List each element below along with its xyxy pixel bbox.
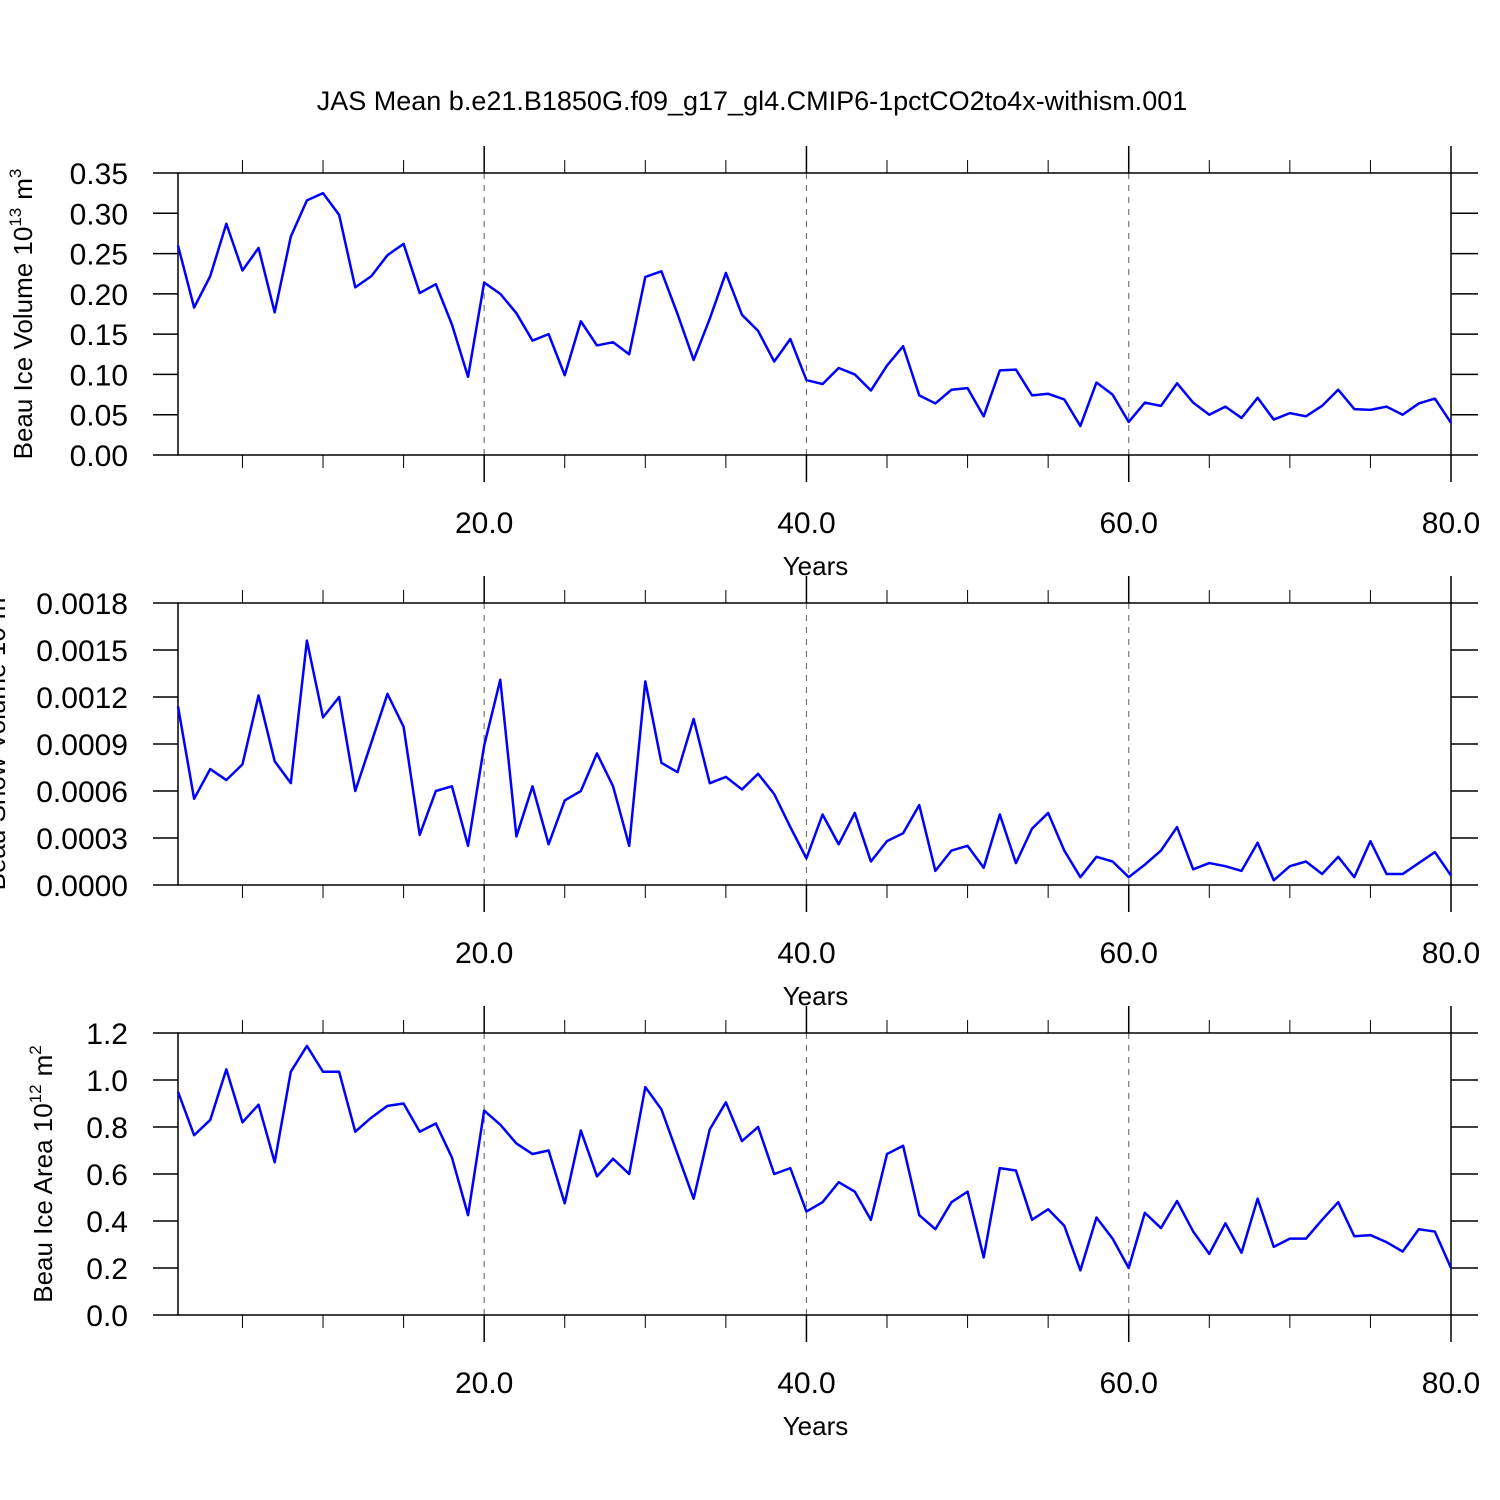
y-axis-label: Beau Snow Volume 10 m — [0, 598, 11, 891]
y-tick-label: 0.0015 — [36, 635, 128, 668]
y-label-unit: m — [28, 1055, 58, 1077]
y-label-exponent: 13 — [6, 208, 25, 227]
y-tick-label: 0.30 — [70, 198, 128, 231]
x-tick-label: 80.0 — [1422, 1367, 1480, 1400]
x-tick-label: 40.0 — [777, 937, 835, 970]
x-axis-label: Years — [783, 551, 849, 581]
y-label-unit-exponent: 2 — [26, 1045, 45, 1054]
y-axis-label: Beau Ice Area 1012 m2 — [26, 1045, 58, 1303]
y-tick-label: 0.20 — [70, 279, 128, 312]
y-tick-label: 0.00 — [70, 440, 128, 473]
y-tick-label: 1.0 — [86, 1065, 128, 1098]
data-line — [176, 639, 1453, 882]
y-tick-label: 0.0 — [86, 1300, 128, 1333]
y-tick-label: 0.0012 — [36, 682, 128, 715]
x-axis-label: Years — [783, 981, 849, 1011]
x-tick-label: 20.0 — [455, 507, 513, 540]
y-tick-label: 0.8 — [86, 1112, 128, 1145]
x-tick-label: 60.0 — [1100, 507, 1158, 540]
data-line — [176, 1044, 1453, 1272]
y-tick-label: 1.2 — [86, 1018, 128, 1051]
y-label-text: Beau Ice Area 10 — [28, 1103, 58, 1302]
y-tick-label: 0.15 — [70, 319, 128, 352]
x-tick-label: 80.0 — [1422, 507, 1480, 540]
chart-title: JAS Mean b.e21.B1850G.f09_g17_gl4.CMIP6-… — [317, 86, 1188, 116]
y-label-text: Beau Snow Volume 10 — [0, 627, 11, 890]
y-tick-label: 0.0018 — [36, 588, 128, 621]
y-tick-label: 0.35 — [70, 158, 128, 191]
y-label-unit: m — [8, 178, 38, 200]
plot-frame — [177, 1032, 1452, 1316]
y-label-exponent: 12 — [26, 1084, 45, 1103]
y-axis-label: Beau Ice Volume 1013 m3 — [6, 169, 38, 460]
data-line — [176, 191, 1453, 428]
y-tick-label: 0.25 — [70, 239, 128, 272]
y-label-unit-exponent: 3 — [6, 169, 25, 178]
x-tick-label: 80.0 — [1422, 937, 1480, 970]
x-tick-label: 40.0 — [777, 1367, 835, 1400]
x-axis-label: Years — [783, 1411, 849, 1441]
y-tick-label: 0.10 — [70, 359, 128, 392]
x-tick-label: 20.0 — [455, 1367, 513, 1400]
plot-frame — [177, 602, 1452, 886]
y-tick-label: 0.4 — [86, 1206, 128, 1239]
x-tick-label: 60.0 — [1100, 1367, 1158, 1400]
y-tick-label: 0.6 — [86, 1159, 128, 1192]
x-tick-label: 20.0 — [455, 937, 513, 970]
y-tick-label: 0.05 — [70, 400, 128, 433]
y-tick-label: 0.0000 — [36, 870, 128, 903]
x-tick-label: 40.0 — [777, 507, 835, 540]
y-tick-label: 0.0009 — [36, 729, 128, 762]
y-tick-label: 0.0006 — [36, 776, 128, 809]
y-tick-label: 0.0003 — [36, 823, 128, 856]
x-tick-label: 60.0 — [1100, 937, 1158, 970]
plot-frame — [177, 172, 1452, 456]
y-label-unit: m — [0, 598, 11, 620]
y-label-text: Beau Ice Volume 10 — [8, 227, 38, 460]
y-tick-label: 0.2 — [86, 1253, 128, 1286]
